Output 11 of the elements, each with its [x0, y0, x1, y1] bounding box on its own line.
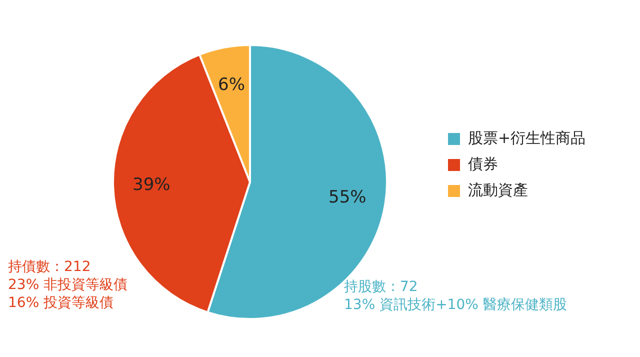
- text: 持債數：212: [8, 258, 92, 276]
- legend-label: 股票+衍生性商品: [468, 129, 586, 147]
- data-label: 39%: [132, 175, 170, 196]
- text: 13% 資訊技術+10% 醫療保健類股: [344, 296, 567, 314]
- data-label: 55%: [328, 187, 366, 208]
- data-label: 6%: [218, 75, 246, 96]
- text: 持股數：72: [344, 278, 419, 296]
- text: 16% 投資等級債: [8, 294, 115, 312]
- legend-label: 流動資產: [468, 181, 528, 199]
- text: 23% 非投資等級債: [8, 276, 128, 294]
- legend-label: 債券: [468, 155, 498, 173]
